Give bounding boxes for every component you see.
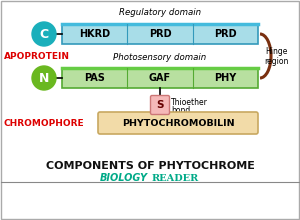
Text: COMPONENTS OF PHYTOCHROME: COMPONENTS OF PHYTOCHROME <box>46 161 254 171</box>
Text: BIOLOGY: BIOLOGY <box>100 173 148 183</box>
Text: bond: bond <box>171 106 190 114</box>
Text: PAS: PAS <box>84 73 105 83</box>
FancyBboxPatch shape <box>62 68 258 88</box>
Circle shape <box>32 22 56 46</box>
Text: READER: READER <box>152 174 199 183</box>
Text: GAF: GAF <box>149 73 171 83</box>
Text: PHYTOCHROMOBILIN: PHYTOCHROMOBILIN <box>122 119 234 128</box>
FancyBboxPatch shape <box>98 112 258 134</box>
Text: C: C <box>39 28 49 40</box>
Text: region: region <box>264 57 288 66</box>
Text: Photosensory domain: Photosensory domain <box>113 53 207 62</box>
Text: CHROMOPHORE: CHROMOPHORE <box>4 119 85 128</box>
Text: PRD: PRD <box>214 29 237 39</box>
Circle shape <box>32 66 56 90</box>
Text: Thioether: Thioether <box>171 97 208 106</box>
Text: Hinge: Hinge <box>265 46 287 55</box>
Text: N: N <box>39 72 49 84</box>
FancyBboxPatch shape <box>151 95 169 114</box>
Text: HKRD: HKRD <box>79 29 110 39</box>
Text: APOPROTEIN: APOPROTEIN <box>4 51 70 61</box>
Text: PRD: PRD <box>149 29 171 39</box>
Text: S: S <box>156 100 164 110</box>
FancyBboxPatch shape <box>62 24 258 44</box>
Text: Regulatory domain: Regulatory domain <box>119 7 201 16</box>
Text: PHY: PHY <box>214 73 236 83</box>
